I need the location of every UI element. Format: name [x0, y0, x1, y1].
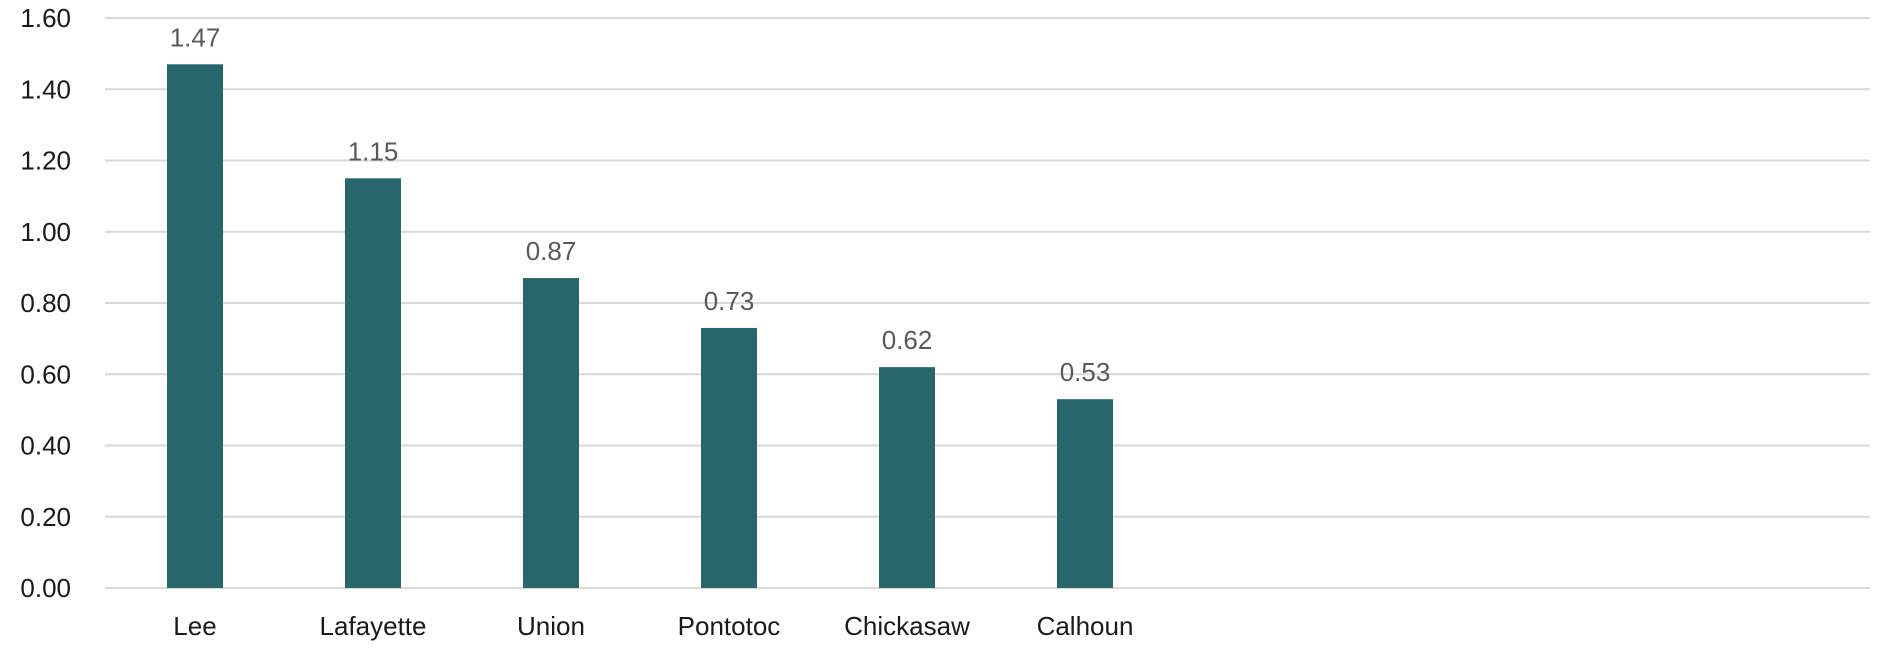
y-tick-label: 0.00: [20, 573, 71, 603]
x-category-label: Chickasaw: [844, 611, 970, 641]
bar-lee: [167, 64, 223, 588]
bar-chickasaw: [879, 367, 935, 588]
data-labels: 1.47 1.15 0.87 0.73 0.62 0.53: [170, 22, 1111, 387]
bar-union: [523, 278, 579, 588]
y-tick-label: 1.00: [20, 217, 71, 247]
bar-pontotoc: [701, 327, 757, 588]
x-category-label: Lee: [173, 611, 216, 641]
y-tick-label: 0.80: [20, 288, 71, 318]
bar-lafayette: [345, 178, 401, 588]
data-label-lafayette: 1.15: [348, 136, 399, 166]
data-label-pontotoc: 0.73: [704, 286, 755, 316]
y-tick-label: 1.40: [20, 74, 71, 104]
data-label-calhoun: 0.53: [1060, 357, 1111, 387]
x-category-label: Pontotoc: [678, 611, 781, 641]
data-label-chickasaw: 0.62: [882, 325, 933, 355]
data-label-union: 0.87: [526, 236, 577, 266]
y-tick-label: 0.40: [20, 431, 71, 461]
x-category-label: Lafayette: [320, 611, 427, 641]
x-category-label: Calhoun: [1037, 611, 1134, 641]
y-tick-label: 0.20: [20, 502, 71, 532]
y-tick-label: 1.60: [20, 3, 71, 33]
x-category-label: Union: [517, 611, 585, 641]
data-label-lee: 1.47: [170, 22, 221, 52]
bar-calhoun: [1057, 399, 1113, 588]
y-axis-ticks: 0.00 0.20 0.40 0.60 0.80 1.00 1.20 1.40 1.60: [20, 3, 71, 603]
bars: [167, 64, 1113, 588]
x-axis-categories: Lee Lafayette Union Pontotoc Chickasaw Calhou…: [173, 611, 1133, 641]
y-tick-label: 1.20: [20, 146, 71, 176]
y-tick-label: 0.60: [20, 359, 71, 389]
